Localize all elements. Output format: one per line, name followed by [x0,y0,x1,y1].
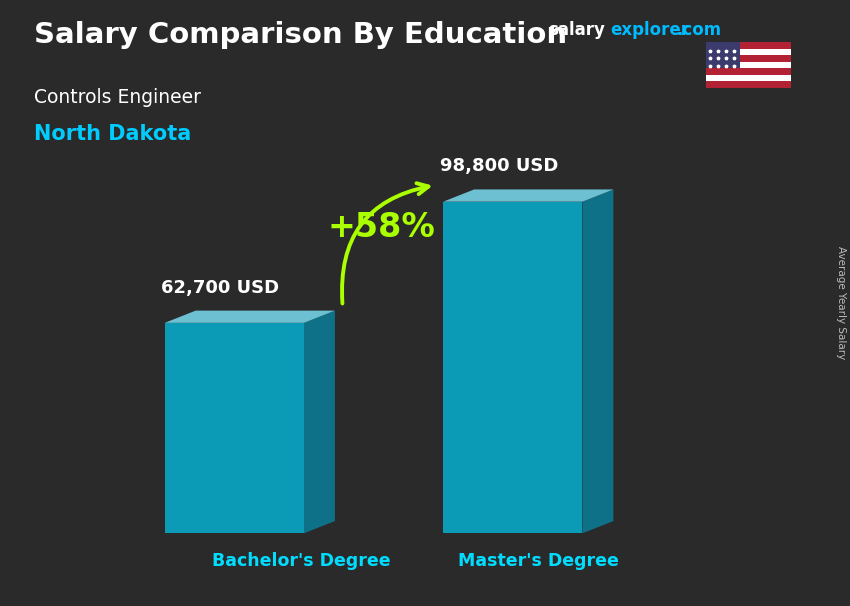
Text: Controls Engineer: Controls Engineer [34,88,201,107]
Bar [706,42,740,68]
Text: Average Yearly Salary: Average Yearly Salary [836,247,846,359]
Text: Salary Comparison By Education: Salary Comparison By Education [34,21,567,49]
Bar [706,81,791,88]
Text: .com: .com [677,21,722,39]
Bar [706,55,791,62]
Bar [706,62,791,68]
Polygon shape [582,190,614,533]
Text: Bachelor's Degree: Bachelor's Degree [212,551,390,570]
Polygon shape [443,190,614,202]
Text: North Dakota: North Dakota [34,124,191,144]
Bar [706,75,791,81]
Bar [706,49,791,55]
Text: 98,800 USD: 98,800 USD [439,158,558,176]
Text: 62,700 USD: 62,700 USD [162,279,280,297]
Bar [706,68,791,75]
Text: explorer: explorer [610,21,689,39]
Text: +58%: +58% [327,211,435,244]
Polygon shape [304,311,335,533]
Polygon shape [443,202,582,533]
Bar [706,42,791,49]
Polygon shape [165,323,304,533]
Text: Master's Degree: Master's Degree [458,551,619,570]
Text: salary: salary [548,21,605,39]
Polygon shape [165,311,335,323]
